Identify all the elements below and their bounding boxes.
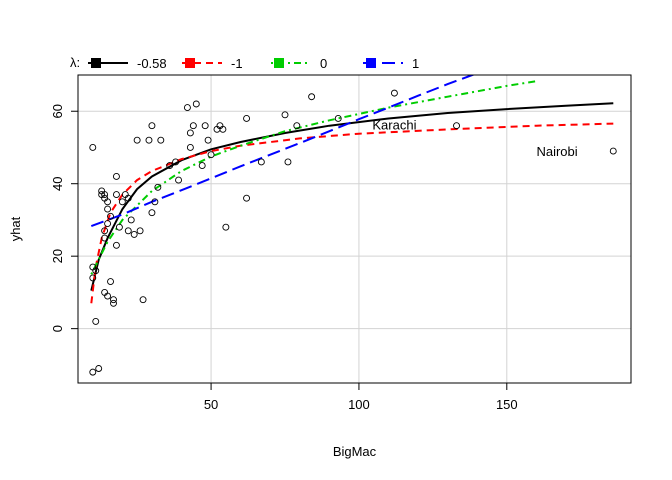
data-point: [609, 147, 617, 155]
legend-swatch: [185, 58, 195, 68]
data-point: [183, 104, 191, 112]
data-point: [145, 136, 153, 144]
data-point: [124, 194, 132, 202]
data-point: [101, 227, 109, 235]
x-tick-label: 100: [348, 397, 370, 412]
point-label: Nairobi: [536, 144, 577, 159]
data-point: [92, 267, 100, 275]
data-point: [201, 122, 209, 130]
curve-lambda--0.58: [90, 102, 614, 291]
y-axis-label: yhat: [8, 216, 23, 241]
plot-frame: [77, 74, 632, 384]
data-point: [453, 122, 460, 130]
data-point: [92, 317, 100, 325]
legend: λ: -0.58 -1 0 1: [70, 55, 419, 71]
data-point: [207, 151, 215, 159]
y-tick-label: 60: [50, 104, 65, 118]
y-axis: 0 20 40 60: [50, 104, 78, 332]
gridlines: [78, 75, 631, 383]
legend-swatch: [91, 58, 101, 68]
data-point: [154, 183, 162, 191]
point-label: Karachi: [372, 118, 416, 133]
data-point: [204, 136, 212, 144]
data-point: [89, 368, 97, 376]
legend-label: -0.58: [137, 56, 167, 71]
curve-lambda--1: [90, 122, 614, 304]
y-tick-label: 0: [50, 325, 65, 332]
data-point: [192, 100, 200, 108]
data-point: [334, 115, 342, 122]
data-point: [281, 111, 289, 119]
data-point: [189, 122, 197, 130]
curve-lambda-0: [90, 80, 537, 275]
fitted-curves: [90, 75, 614, 304]
data-point: [186, 129, 194, 137]
data-point: [172, 158, 180, 166]
data-point: [175, 176, 182, 184]
data-point: [139, 296, 147, 304]
legend-swatch: [274, 58, 284, 68]
y-tick-label: 20: [50, 249, 65, 263]
data-point: [89, 274, 97, 282]
data-point: [95, 365, 103, 372]
data-point: [110, 299, 117, 307]
legend-title: λ:: [70, 55, 80, 70]
data-point: [157, 136, 165, 144]
data-point: [104, 220, 112, 228]
data-point: [148, 209, 156, 217]
y-tick-label: 40: [50, 176, 65, 190]
data-point: [115, 223, 123, 231]
data-point: [186, 144, 194, 151]
data-point: [148, 122, 156, 130]
data-point: [284, 158, 292, 166]
data-point: [107, 212, 114, 220]
data-point: [101, 234, 109, 242]
x-tick-label: 50: [204, 397, 218, 412]
data-point: [89, 144, 97, 151]
data-point: [151, 198, 159, 206]
data-point: [110, 296, 117, 304]
annotations: Karachi Nairobi: [372, 118, 577, 159]
data-point: [308, 93, 316, 101]
data-point: [222, 223, 230, 231]
data-point: [243, 194, 251, 202]
data-point: [127, 216, 135, 224]
legend-label: -1: [231, 56, 243, 71]
data-point: [257, 158, 265, 166]
data-point: [130, 230, 138, 238]
legend-swatch: [366, 58, 376, 68]
data-point: [112, 191, 120, 199]
x-tick-label: 150: [496, 397, 518, 412]
data-point: [101, 191, 109, 199]
data-point: [107, 278, 114, 285]
data-point: [166, 162, 174, 170]
data-point: [112, 173, 120, 180]
x-axis-label: BigMac: [333, 444, 377, 459]
data-point: [136, 227, 144, 235]
data-point: [293, 122, 301, 130]
data-point: [104, 205, 112, 213]
data-point: [104, 198, 112, 206]
data-point: [390, 89, 398, 97]
data-point: [124, 227, 132, 235]
x-axis: 50 100 150: [204, 383, 518, 412]
legend-label: 1: [412, 56, 419, 71]
legend-label: 0: [320, 56, 327, 71]
data-point: [243, 115, 251, 122]
data-point: [101, 288, 109, 296]
scatter-points: [89, 89, 617, 376]
data-point: [118, 198, 126, 206]
data-point: [112, 241, 120, 249]
data-point: [219, 125, 227, 133]
curve-lambda-1: [90, 75, 476, 228]
data-point: [133, 136, 141, 144]
data-point: [198, 162, 206, 170]
